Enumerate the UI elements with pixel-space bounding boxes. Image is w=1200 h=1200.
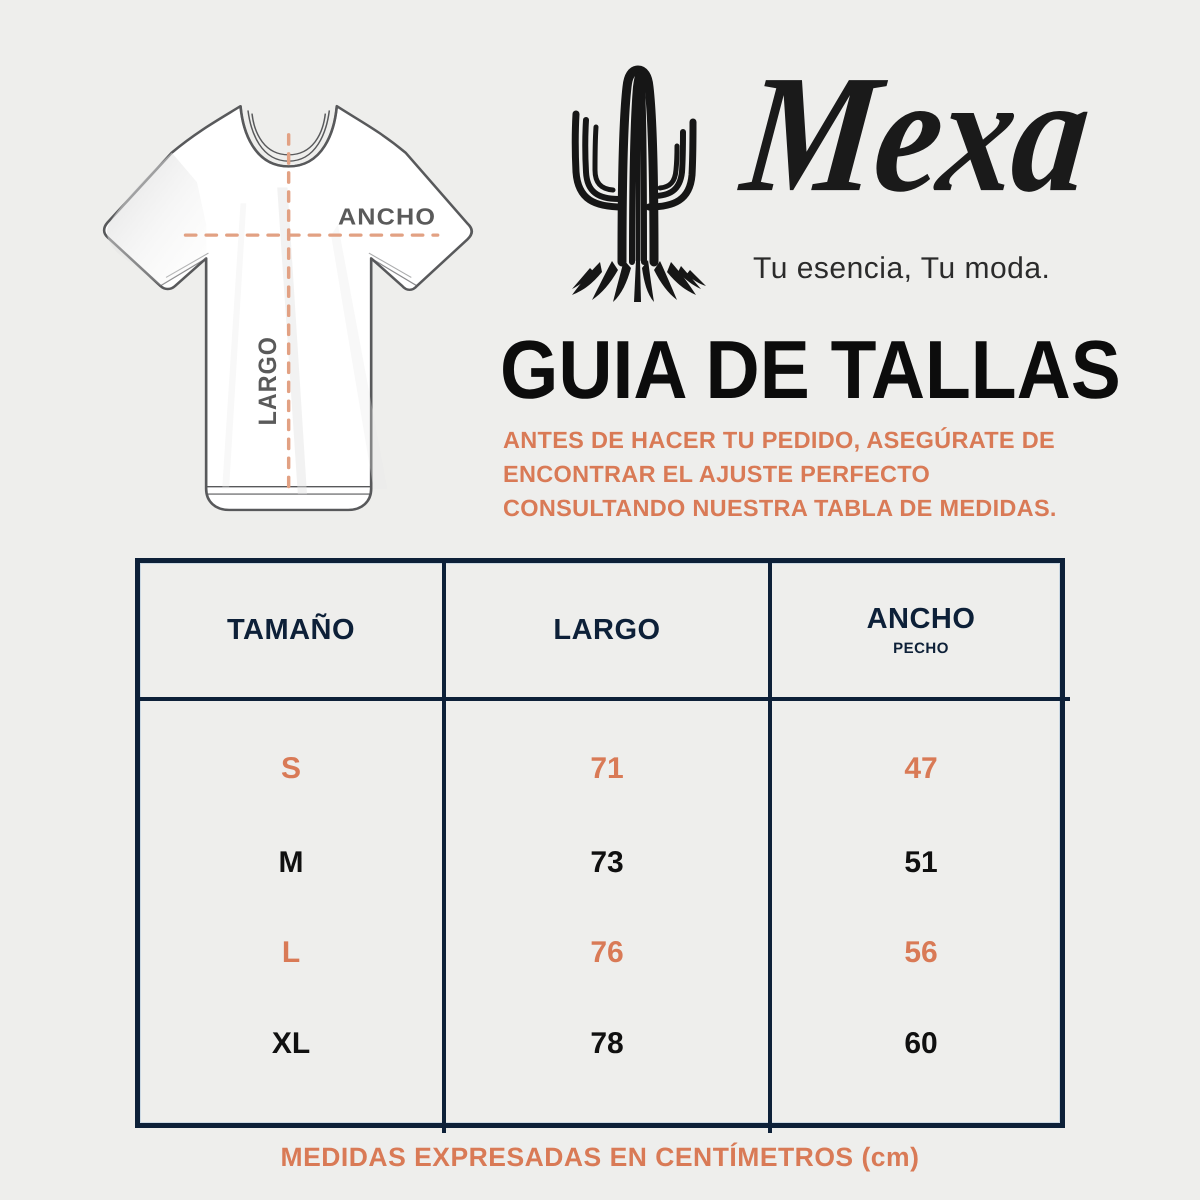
svg-text:LARGO: LARGO: [253, 336, 282, 425]
svg-text:ANCHO: ANCHO: [338, 203, 436, 229]
